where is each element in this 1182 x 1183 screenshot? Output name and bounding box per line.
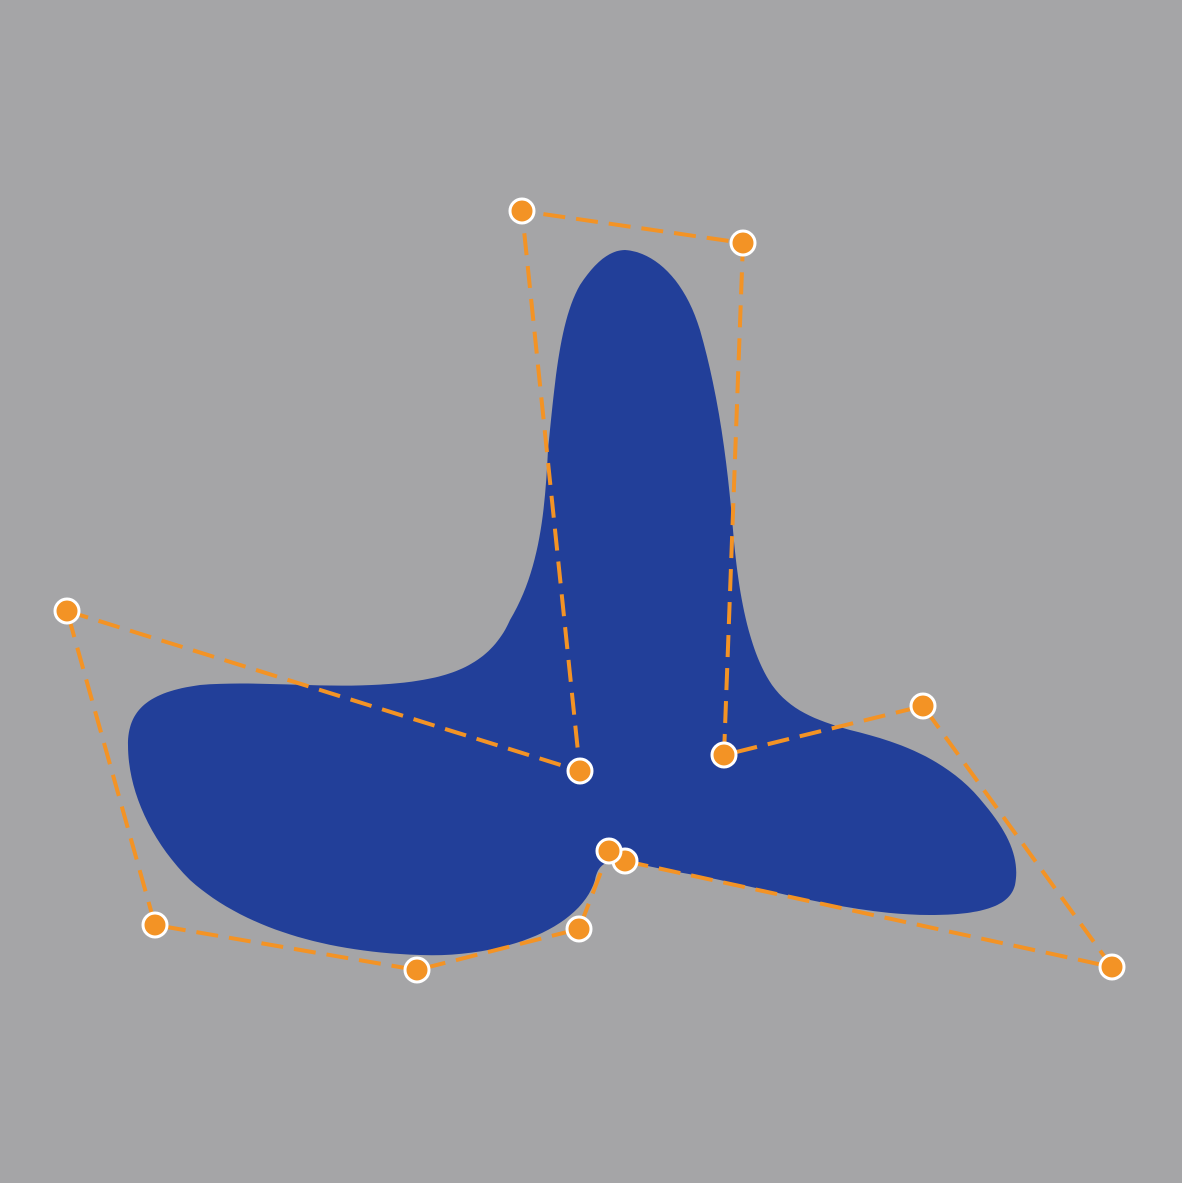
control-point-handle[interactable] [595, 837, 623, 865]
blue-blob-shape [128, 250, 1017, 956]
control-point-handle[interactable] [909, 692, 937, 720]
control-point-handle[interactable] [710, 741, 738, 769]
control-point-handle[interactable] [566, 757, 594, 785]
control-point-handle[interactable] [403, 956, 431, 984]
control-point-handle[interactable] [565, 915, 593, 943]
control-point-handle[interactable] [141, 911, 169, 939]
control-point-handle[interactable] [53, 597, 81, 625]
control-point-handle[interactable] [729, 229, 757, 257]
control-point-handle[interactable] [1098, 953, 1126, 981]
control-points [53, 197, 1126, 984]
control-point-handle[interactable] [508, 197, 536, 225]
